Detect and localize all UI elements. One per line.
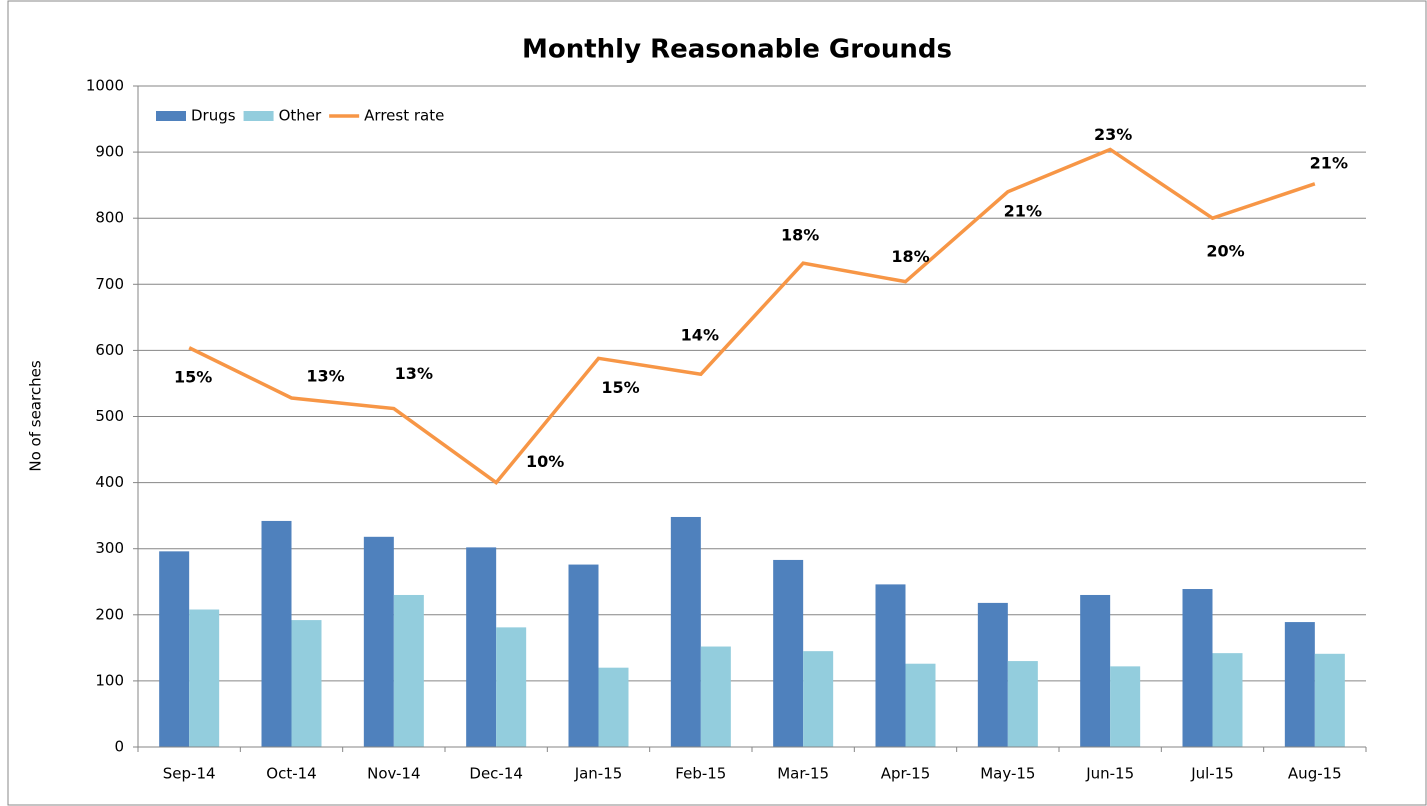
bar <box>905 663 936 747</box>
bar <box>393 594 424 747</box>
data-label: 18% <box>891 247 929 266</box>
data-label: 23% <box>1094 125 1132 144</box>
bar <box>189 609 220 747</box>
line <box>188 147 1316 485</box>
bar <box>568 564 599 747</box>
bar <box>496 627 527 747</box>
y-tick-label: 700 <box>95 275 124 293</box>
x-tick-label: Oct-14 <box>266 765 316 783</box>
x-tick-label: Apr-15 <box>881 765 931 783</box>
x-tick-label: Aug-15 <box>1288 765 1342 783</box>
bar <box>1007 661 1038 747</box>
x-tick-label: Feb-15 <box>675 765 726 783</box>
bar <box>803 651 834 747</box>
bar <box>1284 622 1315 747</box>
data-label: 20% <box>1206 242 1244 261</box>
x-tick-label: Nov-14 <box>367 765 420 783</box>
data-label: 14% <box>681 326 719 345</box>
y-tick-label: 500 <box>95 407 124 425</box>
data-label: 10% <box>526 452 564 471</box>
data-label: 18% <box>781 226 819 245</box>
y-tick-label: 600 <box>95 341 124 359</box>
data-label: 13% <box>395 364 433 383</box>
chart-title: Monthly Reasonable Grounds <box>522 35 952 65</box>
x-tick-label: Sep-14 <box>163 765 216 783</box>
bar <box>1110 666 1141 747</box>
x-tick-label: Jan-15 <box>574 765 623 783</box>
data-label: 21% <box>1310 153 1348 172</box>
data-label: 15% <box>601 378 639 397</box>
y-tick-label: 800 <box>95 209 124 227</box>
bar <box>875 584 906 747</box>
bar <box>670 516 701 747</box>
data-label: 13% <box>306 366 344 385</box>
bar <box>261 520 292 747</box>
x-tick-label: May-15 <box>980 765 1035 783</box>
data-label: 15% <box>174 367 212 386</box>
y-tick-label: 900 <box>95 143 124 161</box>
bar <box>700 646 731 747</box>
legend-swatch <box>156 111 186 121</box>
bar <box>159 551 190 747</box>
y-tick-label: 200 <box>95 605 124 623</box>
bar <box>773 559 804 747</box>
bar <box>1212 653 1243 747</box>
y-tick-label: 0 <box>114 738 124 756</box>
bar <box>598 667 629 747</box>
legend-label: Drugs <box>191 107 236 125</box>
x-tick-label: Dec-14 <box>469 765 523 783</box>
bar <box>1080 594 1111 747</box>
y-tick-label: 400 <box>95 473 124 491</box>
legend-swatch <box>243 111 274 121</box>
x-tick-label: Jun-15 <box>1085 765 1134 783</box>
bar <box>466 547 497 747</box>
bar <box>1182 589 1213 747</box>
bar <box>291 620 322 747</box>
y-axis-label: No of searches <box>27 360 45 471</box>
x-tick-label: Jul-15 <box>1190 765 1234 783</box>
x-tick-label: Mar-15 <box>777 765 829 783</box>
y-tick-label: 300 <box>95 539 124 557</box>
y-tick-label: 100 <box>95 671 124 689</box>
bar <box>363 536 394 747</box>
bar <box>977 602 1008 747</box>
bar <box>1314 653 1345 747</box>
y-tick-label: 1000 <box>86 77 124 95</box>
data-label: 21% <box>1004 201 1042 220</box>
legend-label: Arrest rate <box>364 107 444 125</box>
legend-label: Other <box>279 107 322 125</box>
